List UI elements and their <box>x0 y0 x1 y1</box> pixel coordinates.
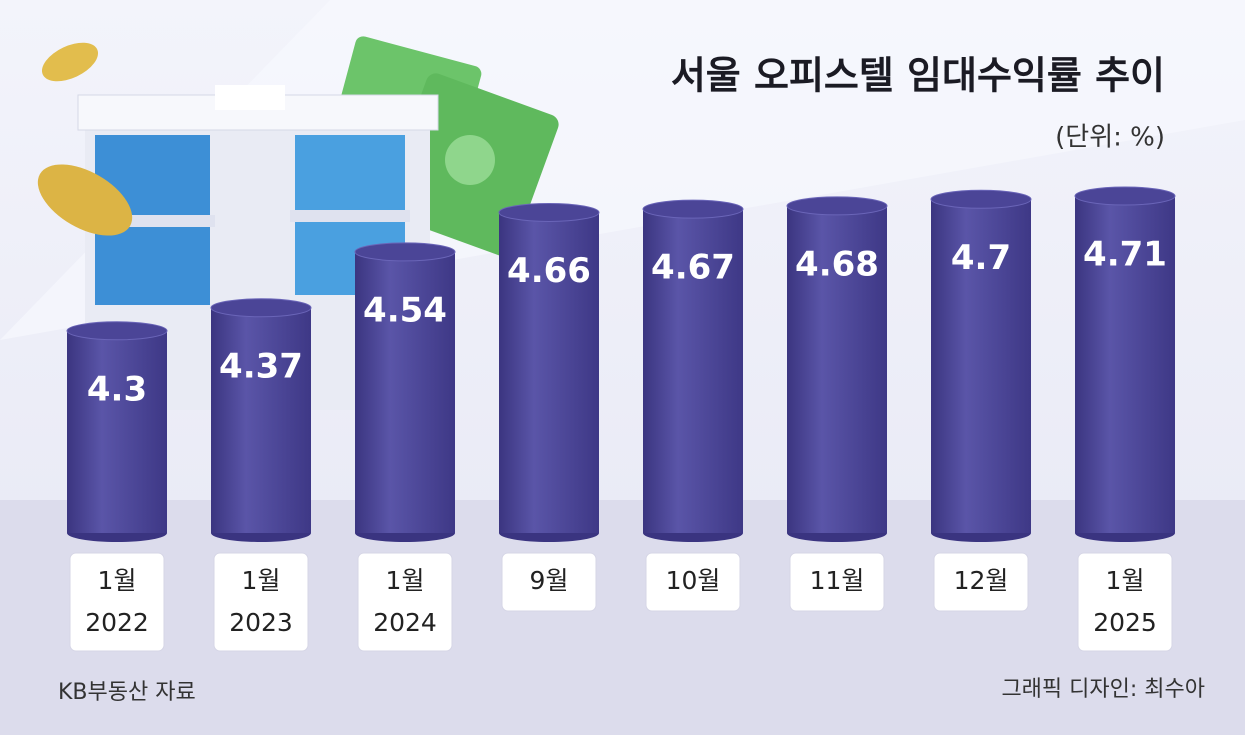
source: KB부동산 자료 <box>58 680 196 705</box>
value-label: 4.3 <box>87 369 147 409</box>
category-box <box>1077 552 1173 652</box>
value-label: 4.37 <box>219 346 303 386</box>
value-label: 4.71 <box>1083 235 1167 275</box>
credit: 그래픽 디자인: 최수아 <box>1001 677 1205 702</box>
bar <box>355 251 455 533</box>
x-tick-label: 1월 <box>98 566 137 595</box>
x-tick-label: 2023 <box>229 608 293 637</box>
category-box <box>357 552 453 652</box>
bar <box>499 212 599 533</box>
bar-top <box>786 196 888 216</box>
bar-top <box>66 321 168 341</box>
bar-top <box>1074 186 1176 206</box>
category-box <box>501 552 597 612</box>
category-box <box>933 552 1029 612</box>
value-label: 4.54 <box>363 290 447 330</box>
x-tick-label: 2024 <box>373 608 437 637</box>
bar <box>643 209 743 533</box>
x-tick-label: 1월 <box>1106 566 1145 595</box>
bar-top <box>642 199 744 219</box>
floor <box>0 500 1245 735</box>
x-tick-label: 9월 <box>530 566 569 595</box>
category-box <box>213 552 309 652</box>
value-label: 4.68 <box>795 244 879 284</box>
x-tick-label: 10월 <box>666 566 721 595</box>
bar <box>931 199 1031 533</box>
x-tick-label: 12월 <box>954 566 1009 595</box>
bar <box>787 205 887 534</box>
category-box <box>69 552 165 652</box>
bar <box>1075 196 1175 533</box>
x-tick-label: 11월 <box>810 566 865 595</box>
category-box <box>789 552 885 612</box>
value-label: 4.7 <box>951 238 1011 278</box>
value-label: 4.67 <box>651 248 735 288</box>
bar <box>67 330 167 533</box>
chart-title: 서울 오피스텔 임대수익률 추이 <box>671 54 1165 98</box>
x-tick-label: 2022 <box>85 608 149 637</box>
bar-top <box>498 202 600 222</box>
x-tick-label: 2025 <box>1093 608 1157 637</box>
unit-label: (단위: %) <box>1055 123 1165 153</box>
x-tick-label: 1월 <box>386 566 425 595</box>
bar-top <box>210 298 312 318</box>
category-box <box>645 552 741 612</box>
bar-top <box>930 189 1032 209</box>
x-tick-label: 1월 <box>242 566 281 595</box>
bar <box>211 307 311 533</box>
value-label: 4.66 <box>507 251 591 291</box>
bar-top <box>354 242 456 262</box>
